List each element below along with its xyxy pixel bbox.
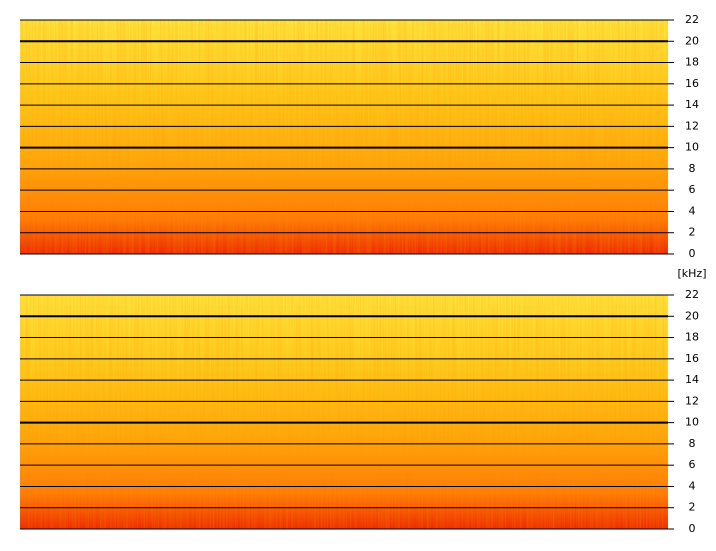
y-tick-label: 4 [689, 204, 696, 217]
y-tick-label: 10 [685, 416, 699, 429]
y-axis-label: [kHz] [678, 267, 707, 280]
y-tick-label: 2 [689, 226, 696, 239]
y-tick-label: 10 [685, 141, 699, 154]
y-tick-label: 12 [685, 394, 699, 407]
y-tick-label: 16 [685, 352, 699, 365]
y-tick-label: 0 [689, 522, 696, 535]
y-tick-label: 14 [685, 98, 699, 111]
spectrogram-texture [20, 295, 668, 529]
y-tick-label: 2 [689, 501, 696, 514]
y-tick-label: 20 [685, 309, 699, 322]
y-tick-label: 20 [685, 34, 699, 47]
y-tick-label: 12 [685, 119, 699, 132]
spectrogram-texture [20, 20, 668, 254]
y-tick-label: 22 [685, 288, 699, 301]
y-tick-label: 8 [689, 162, 696, 175]
y-tick-label: 16 [685, 77, 699, 90]
y-tick-label: 18 [685, 331, 699, 344]
y-tick-label: 8 [689, 437, 696, 450]
y-tick-label: 18 [685, 56, 699, 69]
y-tick-label: 6 [689, 183, 696, 196]
y-tick-label: 22 [685, 13, 699, 26]
y-tick-label: 0 [689, 247, 696, 260]
y-tick-label: 14 [685, 373, 699, 386]
y-tick-label: 6 [689, 458, 696, 471]
y-tick-label: 4 [689, 479, 696, 492]
